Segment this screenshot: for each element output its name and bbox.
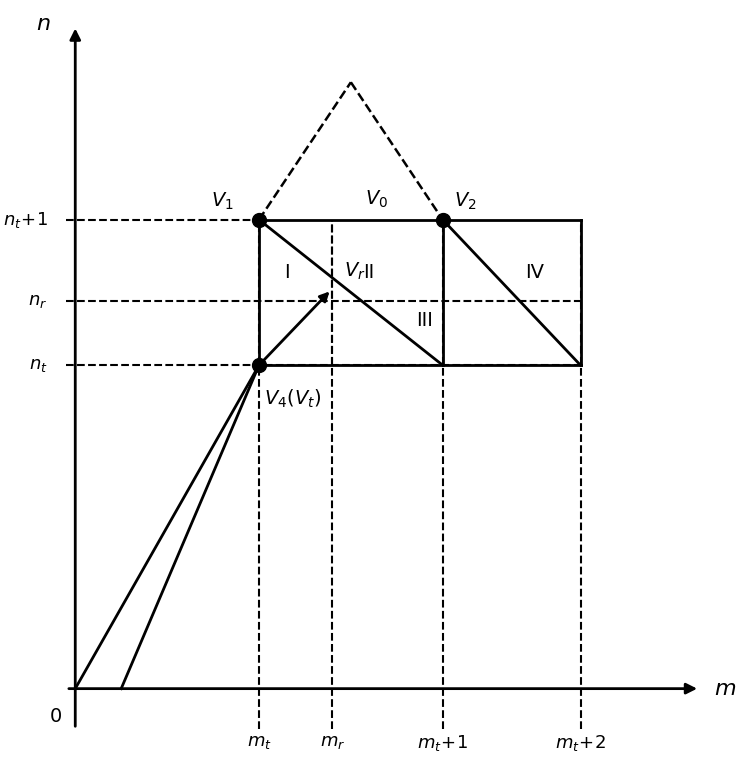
Text: $V_4(V_t)$: $V_4(V_t)$ — [263, 388, 321, 410]
Text: $n_t\!+\!1$: $n_t\!+\!1$ — [3, 209, 48, 230]
Text: $m_t\!+\!2$: $m_t\!+\!2$ — [555, 733, 606, 753]
Text: $0$: $0$ — [49, 707, 61, 726]
Text: $m_t$: $m_t$ — [246, 733, 272, 751]
Text: I: I — [283, 263, 289, 282]
Text: IV: IV — [525, 263, 544, 282]
Text: $n_r$: $n_r$ — [29, 291, 48, 310]
Text: $V_2$: $V_2$ — [454, 191, 476, 212]
Point — [437, 213, 449, 225]
Text: $m_t\!+\!1$: $m_t\!+\!1$ — [417, 733, 468, 753]
Point — [253, 359, 265, 371]
Text: $V_r$: $V_r$ — [343, 260, 365, 282]
Text: $m_r$: $m_r$ — [320, 733, 345, 751]
Text: $n_t$: $n_t$ — [29, 356, 48, 374]
Text: $V_1$: $V_1$ — [210, 191, 233, 212]
Text: III: III — [416, 311, 432, 330]
Text: $m$: $m$ — [714, 679, 736, 698]
Text: $n$: $n$ — [36, 14, 50, 33]
Text: II: II — [364, 263, 375, 282]
Text: $V_0$: $V_0$ — [365, 189, 387, 210]
Point — [253, 213, 265, 225]
